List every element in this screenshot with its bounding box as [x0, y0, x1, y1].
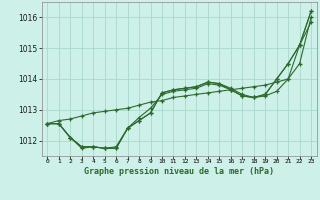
- X-axis label: Graphe pression niveau de la mer (hPa): Graphe pression niveau de la mer (hPa): [84, 167, 274, 176]
